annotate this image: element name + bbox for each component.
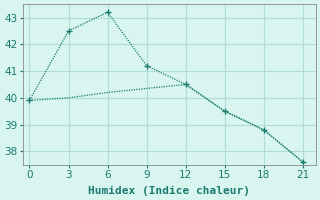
X-axis label: Humidex (Indice chaleur): Humidex (Indice chaleur) — [88, 186, 251, 196]
